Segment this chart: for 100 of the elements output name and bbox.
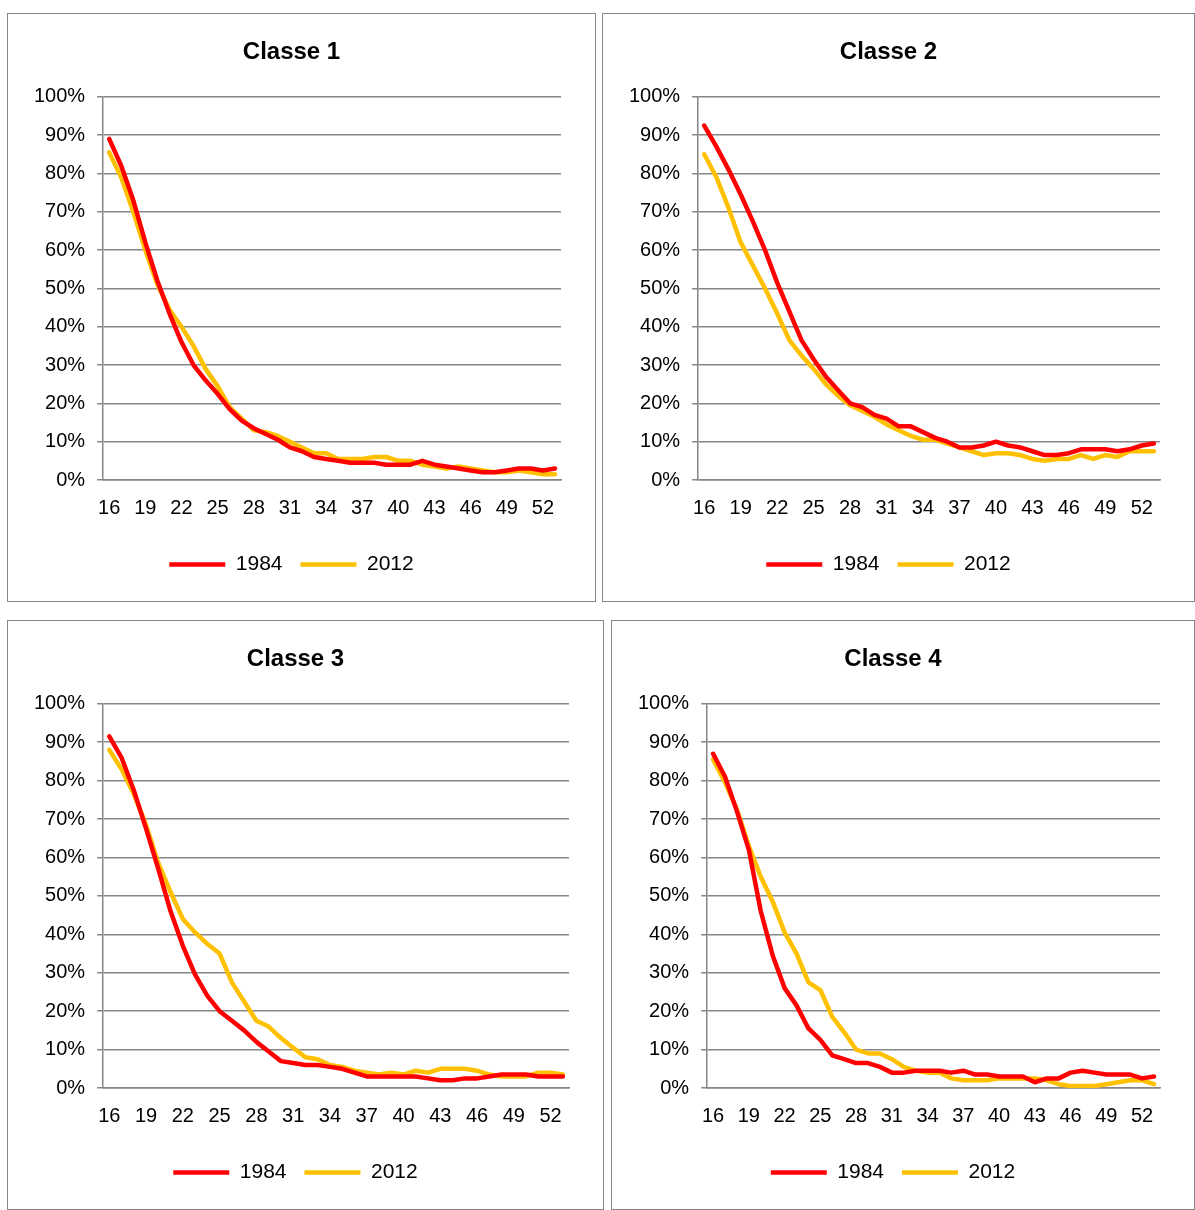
x-tick-label: 25	[802, 495, 825, 518]
y-tick-label: 70%	[45, 199, 86, 222]
x-tick-label: 31	[282, 1103, 305, 1126]
y-tick-label: 50%	[640, 275, 681, 298]
y-tick-label: 0%	[651, 467, 681, 490]
y-tick-label: 70%	[649, 806, 690, 829]
x-tick-label: 25	[809, 1103, 832, 1126]
legend-label: 1984	[235, 551, 283, 575]
x-tick-label: 25	[208, 1103, 231, 1126]
chart-title: Classe 3	[246, 644, 345, 672]
x-tick-label: 40	[387, 495, 410, 518]
x-tick-label: 43	[423, 495, 446, 518]
x-tick-label: 40	[984, 495, 1008, 518]
y-tick-label: 30%	[45, 960, 86, 983]
x-tick-label: 22	[170, 495, 193, 518]
x-tick-label: 31	[278, 495, 302, 518]
x-tick-label: 34	[314, 495, 338, 518]
y-tick-label: 90%	[640, 122, 681, 145]
x-tick-label: 28	[242, 495, 265, 518]
legend-label: 2012	[367, 551, 414, 575]
legend-label: 1984	[832, 551, 880, 575]
y-tick-label: 20%	[649, 998, 690, 1021]
x-tick-label: 34	[318, 1103, 342, 1126]
x-tick-label: 31	[880, 1103, 903, 1126]
y-tick-label: 20%	[640, 390, 681, 413]
x-tick-label: 52	[1130, 495, 1153, 518]
y-tick-label: 100%	[629, 84, 681, 107]
x-tick-label: 43	[429, 1103, 452, 1126]
y-tick-label: 90%	[45, 122, 86, 145]
y-tick-label: 40%	[640, 314, 681, 337]
y-tick-label: 60%	[640, 237, 681, 260]
x-tick-label: 19	[729, 495, 752, 518]
x-tick-label: 43	[1021, 495, 1044, 518]
y-tick-label: 30%	[649, 960, 690, 983]
x-tick-label: 28	[838, 495, 862, 518]
x-tick-label: 16	[693, 495, 716, 518]
x-tick-label: 22	[171, 1103, 194, 1126]
x-tick-label: 19	[134, 495, 157, 518]
x-tick-label: 31	[875, 495, 898, 518]
y-tick-label: 20%	[45, 998, 86, 1021]
y-tick-label: 30%	[45, 352, 86, 375]
legend-label: 1984	[239, 1159, 287, 1183]
y-tick-label: 90%	[649, 729, 690, 752]
x-tick-label: 37	[351, 495, 374, 518]
x-tick-label: 28	[844, 1103, 868, 1126]
x-tick-label: 52	[531, 495, 555, 518]
y-tick-label: 60%	[649, 845, 690, 867]
y-tick-label: 10%	[649, 1037, 690, 1060]
x-tick-label: 25	[206, 495, 229, 518]
y-tick-label: 80%	[45, 160, 86, 183]
y-tick-label: 20%	[45, 390, 86, 413]
y-tick-label: 10%	[45, 1037, 86, 1060]
x-tick-label: 49	[502, 1103, 525, 1126]
y-tick-label: 0%	[56, 467, 86, 490]
chart-title: Classe 1	[242, 37, 341, 65]
legend-label: 1984	[837, 1159, 885, 1183]
x-tick-label: 49	[1094, 495, 1117, 518]
y-tick-label: 40%	[45, 314, 86, 337]
y-tick-label: 50%	[45, 275, 86, 298]
x-tick-label: 49	[1095, 1103, 1118, 1126]
x-tick-label: 16	[98, 1103, 121, 1126]
x-tick-label: 46	[1059, 1103, 1082, 1126]
legend-label: 2012	[968, 1159, 1016, 1183]
y-tick-label: 70%	[45, 806, 86, 829]
y-tick-label: 40%	[45, 921, 86, 944]
y-tick-label: 60%	[45, 237, 86, 260]
x-tick-label: 43	[1023, 1103, 1046, 1126]
x-tick-label: 37	[948, 495, 971, 518]
y-tick-label: 40%	[649, 921, 690, 944]
y-tick-label: 70%	[640, 199, 681, 222]
x-tick-label: 46	[465, 1103, 489, 1126]
y-tick-label: 80%	[640, 160, 681, 183]
x-tick-label: 16	[98, 495, 121, 518]
legend-label: 2012	[371, 1159, 418, 1183]
chart-title: Classe 4	[844, 644, 943, 672]
x-tick-label: 49	[495, 495, 518, 518]
y-tick-label: 100%	[34, 691, 86, 714]
x-tick-label: 22	[766, 495, 789, 518]
x-tick-label: 37	[952, 1103, 975, 1126]
x-tick-label: 37	[355, 1103, 378, 1126]
x-tick-label: 22	[773, 1103, 796, 1126]
legend-label: 2012	[964, 551, 1011, 575]
x-tick-label: 46	[459, 495, 482, 518]
y-tick-label: 50%	[45, 883, 86, 906]
x-tick-label: 28	[245, 1103, 268, 1126]
x-tick-label: 34	[916, 1103, 939, 1126]
y-tick-label: 100%	[638, 691, 690, 714]
x-tick-label: 52	[1131, 1103, 1154, 1126]
y-tick-label: 90%	[45, 729, 86, 752]
y-tick-label: 10%	[45, 429, 86, 452]
y-tick-label: 0%	[56, 1075, 86, 1098]
x-tick-label: 16	[701, 1103, 725, 1126]
chart-title: Classe 2	[839, 37, 938, 65]
x-tick-label: 46	[1057, 495, 1080, 518]
y-tick-label: 10%	[640, 429, 681, 452]
x-tick-label: 34	[911, 495, 935, 518]
x-tick-label: 19	[737, 1103, 760, 1126]
y-tick-label: 30%	[640, 352, 681, 375]
y-tick-label: 100%	[34, 84, 86, 107]
x-tick-label: 19	[134, 1103, 158, 1126]
